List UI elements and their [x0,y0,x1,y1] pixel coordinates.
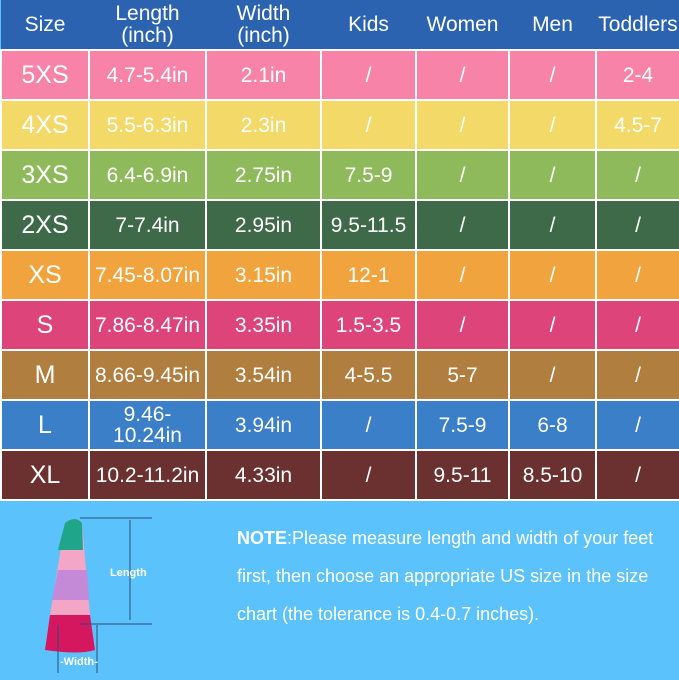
cell-men: 6-8 [508,399,597,451]
cell-width: 2.95in [205,199,322,251]
column-header: Width (inch) [206,0,321,50]
size-chart-table: Size Length (inch) Width (inch) Kids Women Me… [0,0,679,501]
cell-women: 7.5-9 [415,399,510,451]
cell-men: / [508,249,597,301]
cell-length: 6.4-6.9in [88,149,207,201]
cell-size: S [0,299,90,351]
swim-fin-diagram-icon [45,517,152,673]
cell-size: 3XS [0,149,90,201]
cell-size: M [0,349,90,401]
cell-women: / [415,299,510,351]
cell-kids: / [320,399,417,451]
cell-kids: / [320,449,417,501]
cell-women: / [415,249,510,301]
cell-length: 9.46-10.24in [88,399,207,451]
width-label: -Width- [60,656,98,668]
table-row: XS 7.45-8.07in 3.15in 12-1// / [0,249,679,301]
table-row: 5XS 4.7-5.4in 2.1in / //2-4 [0,49,679,101]
cell-size: XS [0,249,90,301]
cell-toddlers: / [595,299,679,351]
cell-kids: / [320,49,417,101]
note-text: NOTE:Please measure length and width of … [237,519,677,633]
cell-width: 3.94in [205,399,322,451]
cell-women: 5-7 [415,349,510,401]
cell-width: 2.3in [205,99,322,151]
table-row: L 9.46-10.24in 3.94in/7.5-9 6-8/ [0,399,679,451]
cell-toddlers: / [595,349,679,401]
table-row: 3XS 6.4-6.9in 2.75in 7.5-9// / [0,149,679,201]
cell-width: 3.35in [205,299,322,351]
length-label: Length [110,567,147,579]
note-label: NOTE [237,528,288,548]
column-header: Toddlers [596,0,679,50]
header-row: Size Length (inch) Width (inch) Kids Women Me… [1,0,679,50]
cell-size: 2XS [0,199,90,251]
table-row: M 8.66-9.45in 3.54in 4-5.5 5-7// [0,349,679,401]
cell-women: 9.5-11 [415,449,510,501]
cell-toddlers: 2-4 [595,49,679,101]
cell-toddlers: / [595,149,679,201]
cell-women: / [415,149,510,201]
cell-size: L [0,399,90,451]
table-row: 4XS 5.5-6.3in 2.3in / //4.5-7 [0,99,679,151]
cell-size: XL [0,449,90,501]
cell-width: 4.33in [205,449,322,501]
cell-length: 7-7.4in [88,199,207,251]
cell-men: / [508,349,597,401]
cell-length: 4.7-5.4in [88,49,207,101]
cell-men: / [508,149,597,201]
table-row: 2XS 7-7.4in 2.95in 9.5-11.5// / [0,199,679,251]
cell-length: 5.5-6.3in [88,99,207,151]
cell-men: / [508,199,597,251]
cell-kids: 4-5.5 [320,349,417,401]
cell-women: / [415,99,510,151]
cell-width: 3.15in [205,249,322,301]
cell-size: 4XS [0,99,90,151]
cell-width: 3.54in [205,349,322,401]
column-header: Men [509,0,596,50]
cell-kids: / [320,99,417,151]
cell-length: 8.66-9.45in [88,349,207,401]
cell-kids: 7.5-9 [320,149,417,201]
cell-women: / [415,49,510,101]
cell-kids: 9.5-11.5 [320,199,417,251]
column-header: Size [1,0,89,50]
cell-size: 5XS [0,49,90,101]
note-body: :Please measure length and width of your… [237,528,654,624]
cell-toddlers: / [595,449,679,501]
cell-length: 7.86-8.47in [88,299,207,351]
column-header: Length (inch) [89,0,206,50]
cell-men: / [508,49,597,101]
cell-kids: 12-1 [320,249,417,301]
cell-kids: 1.5-3.5 [320,299,417,351]
cell-men: 8.5-10 [508,449,597,501]
cell-length: 10.2-11.2in [88,449,207,501]
column-header: Women [416,0,509,50]
cell-men: / [508,299,597,351]
cell-toddlers: / [595,399,679,451]
cell-length: 7.45-8.07in [88,249,207,301]
column-header: Kids [321,0,416,50]
cell-men: / [508,99,597,151]
table-row: S 7.86-8.47in 3.35in 1.5-3.5// / [0,299,679,351]
cell-toddlers: / [595,249,679,301]
table-row: XL 10.2-11.2in 4.33in/9.5-11 8.5-10/ [0,449,679,501]
cell-toddlers: 4.5-7 [595,99,679,151]
cell-width: 2.1in [205,49,322,101]
cell-toddlers: / [595,199,679,251]
cell-width: 2.75in [205,149,322,201]
measurement-section: Length -Width- NOTE:Please measure lengt… [0,501,679,680]
cell-women: / [415,199,510,251]
